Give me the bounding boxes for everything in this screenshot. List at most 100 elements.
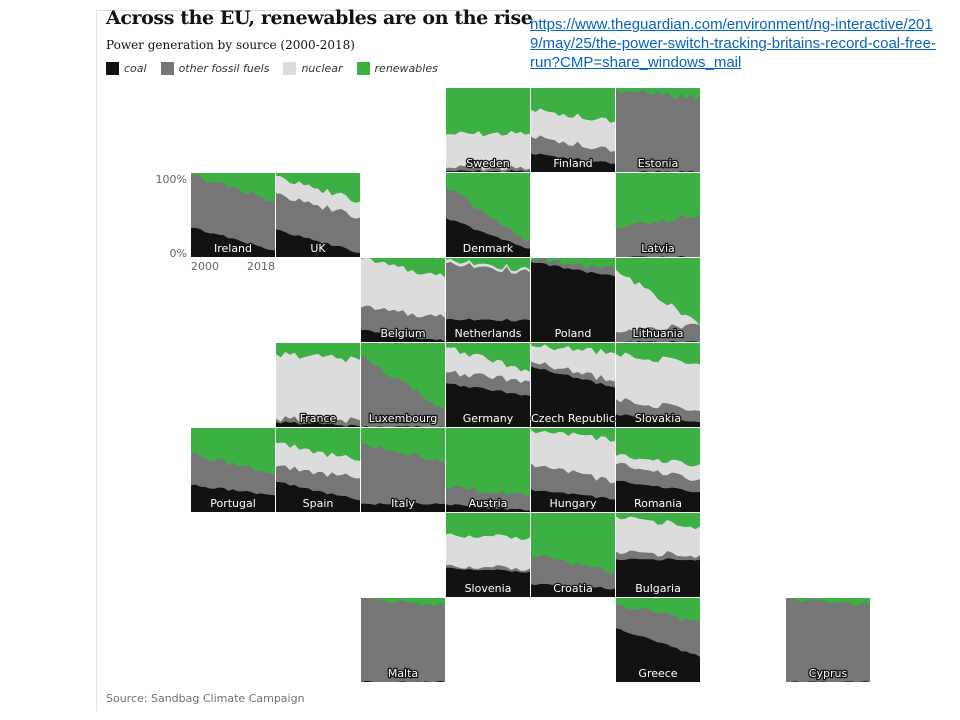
tile-label: Croatia [553, 582, 593, 595]
y-axis-label-100: 100% [156, 173, 187, 186]
area-fossil [531, 555, 615, 590]
area-fossil [361, 443, 445, 505]
legend-label-renewables: renewables [374, 62, 438, 75]
area-fossil [446, 485, 530, 511]
country-tile: Romania [616, 428, 700, 512]
area-renew [531, 513, 615, 574]
area-coal [531, 153, 615, 172]
country-tile: UK [276, 173, 360, 257]
area-renew [361, 598, 445, 607]
country-tile: Austria [446, 428, 530, 512]
country-tile: Bulgaria [616, 513, 700, 597]
x-axis-label-start: 2000 [191, 260, 219, 273]
legend-item-other-fossil: other fossil fuels [160, 62, 270, 75]
tile-label: Hungary [550, 497, 597, 510]
area-coal [616, 480, 700, 512]
x-axis-label-end: 2018 [247, 260, 275, 273]
source-article-link[interactable]: https://www.theguardian.com/environment/… [530, 16, 936, 71]
area-renew [531, 258, 615, 270]
chart-subtitle: Power generation by source (2000-2018) [106, 38, 355, 52]
tile-label: Portugal [210, 497, 256, 510]
area-nuclear [276, 351, 360, 424]
area-coal [276, 229, 360, 257]
area-coal [446, 504, 530, 512]
legend-swatch-nuclear [283, 62, 297, 75]
country-tile: Luxembourg [361, 343, 445, 427]
area-renew [361, 343, 445, 411]
legend-label-coal: coal [124, 62, 147, 75]
area-renew [446, 173, 530, 241]
country-tile: Lithuania [616, 258, 700, 342]
legend-label-other-fossil: other fossil fuels [178, 62, 270, 75]
area-coal [191, 227, 275, 257]
area-renew [276, 428, 360, 461]
area-nuclear [616, 454, 700, 481]
area-nuclear [446, 130, 530, 171]
area-renew [531, 88, 615, 123]
country-tile: Ireland [191, 173, 275, 257]
country-tile: Finland [531, 88, 615, 172]
country-tile: Cyprus [786, 598, 870, 682]
country-tiles: Sweden Finland Estonia Ireland UK Denmark Latv… [191, 88, 870, 682]
country-tile: Slovakia [616, 343, 700, 427]
country-tile: Italy [361, 428, 445, 512]
tile-label: Cyprus [809, 667, 848, 680]
chart-title: Across the EU, renewables are on the ris… [106, 7, 533, 29]
area-fossil [446, 564, 530, 573]
area-renew [616, 343, 700, 364]
tile-label: Sweden [466, 157, 509, 170]
legend-item-renewables: renewables [356, 62, 438, 75]
area-renew [786, 598, 870, 607]
area-coal [191, 484, 275, 512]
legend-swatch-other-fossil [160, 62, 174, 75]
area-renew [616, 88, 700, 100]
area-renew [446, 88, 530, 137]
country-tile: Denmark [446, 173, 530, 257]
area-coal [361, 502, 445, 512]
tile-label: Estonia [638, 157, 679, 170]
area-renew [616, 258, 700, 326]
area-nuclear [616, 516, 700, 558]
tile-label: Poland [555, 327, 592, 340]
country-tile: Portugal [191, 428, 275, 512]
area-fossil [276, 465, 360, 501]
tile-label: Greece [638, 667, 677, 680]
country-tile: Sweden [446, 88, 530, 172]
area-fossil [191, 174, 275, 251]
area-fossil [616, 323, 700, 342]
area-fossil [616, 89, 700, 172]
area-coal [616, 628, 700, 682]
area-renew [446, 428, 530, 497]
area-fossil [361, 598, 445, 682]
area-coal [616, 255, 700, 257]
country-tile: Estonia [616, 88, 700, 172]
area-renew [361, 428, 445, 462]
legend-label-nuclear: nuclear [301, 62, 343, 75]
area-fossil [361, 305, 445, 342]
area-fossil [531, 361, 615, 388]
tile-label: Lithuania [633, 327, 684, 340]
area-nuclear [531, 108, 615, 152]
area-fossil [786, 598, 870, 682]
tile-label: Bulgaria [635, 582, 681, 595]
country-tile: Greece [616, 598, 700, 682]
area-fossil [616, 398, 700, 422]
area-nuclear [361, 258, 445, 318]
area-coal [531, 489, 615, 512]
tile-label: Slovakia [635, 412, 681, 425]
area-fossil [616, 550, 700, 561]
area-coal [616, 558, 700, 597]
legend-swatch-coal [106, 62, 119, 75]
area-coal [616, 414, 700, 427]
country-tile: Latvia [616, 173, 700, 257]
legend-item-coal: coal [106, 62, 147, 75]
tile-label: Latvia [641, 242, 675, 255]
tile-label: Luxembourg [369, 412, 438, 425]
area-fossil [446, 165, 530, 172]
area-nuclear [531, 429, 615, 484]
area-nuclear [276, 175, 360, 219]
area-renew [531, 343, 615, 355]
area-renew [191, 173, 275, 202]
y-axis-label-0: 0% [170, 247, 187, 260]
